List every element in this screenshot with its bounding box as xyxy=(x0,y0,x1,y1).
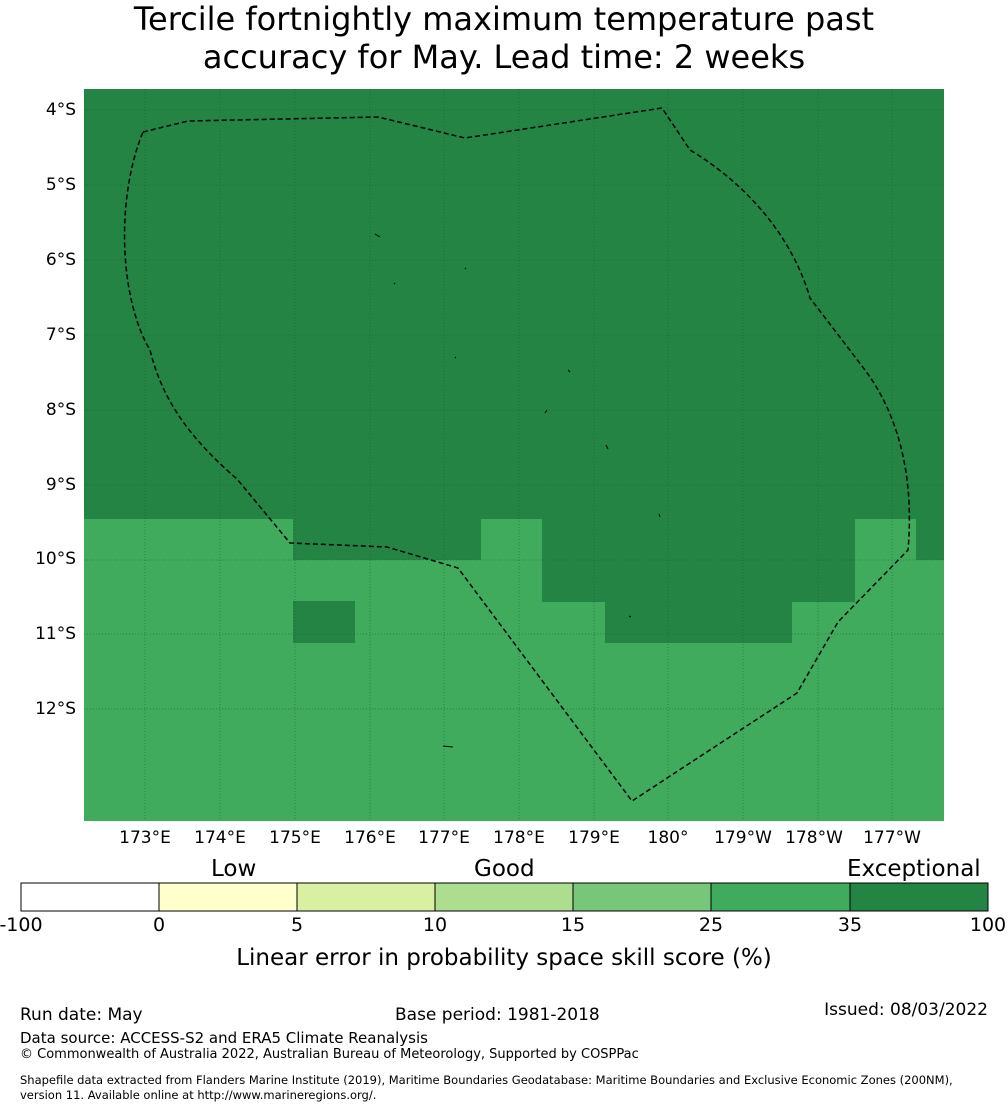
run-date: Run date: May xyxy=(20,1005,143,1025)
lon-label-179w: 179°W xyxy=(714,828,772,848)
lat-label-7s: 7°S xyxy=(45,325,76,345)
lon-label-178w: 178°W xyxy=(785,828,843,848)
gridlines xyxy=(84,89,944,821)
lon-label-180: 180° xyxy=(647,828,689,848)
colorbar-segment-2 xyxy=(158,882,298,912)
map-region-exceptional-row-10-5s-a xyxy=(542,559,855,602)
colorbar-label: Linear error in probability space skill … xyxy=(236,945,772,971)
lon-label-178e: 178°E xyxy=(493,828,545,848)
category-exceptional: Exceptional xyxy=(847,856,981,882)
colorbar-segment-5 xyxy=(572,882,712,912)
chart-title: Tercile fortnightly maximum temperature … xyxy=(0,0,1008,76)
map-region-exceptional-row-11s xyxy=(605,601,792,643)
map-region-exceptional-north xyxy=(84,89,944,519)
colorbar-segment-6 xyxy=(710,882,851,912)
colorbar-segment-1 xyxy=(20,882,160,912)
map-region-exceptional-row-10s-a xyxy=(293,518,481,560)
map-region-exceptional-row-10s-c xyxy=(916,518,944,560)
lon-label-173e: 173°E xyxy=(119,828,171,848)
colorbar xyxy=(20,882,989,912)
title-line-1: Tercile fortnightly maximum temperature … xyxy=(133,0,875,38)
lon-label-175e: 175°E xyxy=(269,828,321,848)
lat-label-6s: 6°S xyxy=(45,250,76,270)
lon-label-177e: 177°E xyxy=(418,828,470,848)
lat-label-10s: 10°S xyxy=(35,549,76,569)
shapefile-credit-line-2: version 11. Available online at http://w… xyxy=(20,1088,377,1102)
colorbar-tick-15: 15 xyxy=(560,914,586,936)
colorbar-tick-25: 25 xyxy=(698,914,724,936)
lon-label-177w: 177°W xyxy=(863,828,921,848)
data-source: Data source: ACCESS-S2 and ERA5 Climate … xyxy=(20,1029,428,1047)
colorbar-segment-3 xyxy=(296,882,436,912)
lon-label-176e: 176°E xyxy=(344,828,396,848)
map-region-exceptional-patch xyxy=(293,601,355,643)
islands xyxy=(374,233,661,748)
colorbar-tick-5: 5 xyxy=(290,914,304,936)
category-good: Good xyxy=(474,856,535,882)
colorbar-tick-35: 35 xyxy=(837,914,863,936)
lat-label-8s: 8°S xyxy=(45,400,76,420)
copyright: © Commonwealth of Australia 2022, Austra… xyxy=(20,1047,639,1062)
lat-label-9s: 9°S xyxy=(45,475,76,495)
colorbar-tick-100: 100 xyxy=(969,914,1007,936)
shapefile-credit-line-1: Shapefile data extracted from Flanders M… xyxy=(20,1073,953,1087)
lat-label-12s: 12°S xyxy=(35,699,76,719)
lon-label-174e: 174°E xyxy=(194,828,246,848)
map-region-exceptional-row-10s-b xyxy=(542,518,855,560)
colorbar-tick-minus100: -100 xyxy=(0,914,43,936)
base-period: Base period: 1981-2018 xyxy=(395,1005,600,1025)
colorbar-tick-0: 0 xyxy=(152,914,166,936)
lat-label-5s: 5°S xyxy=(45,175,76,195)
title-line-2: accuracy for May. Lead time: 2 weeks xyxy=(202,38,806,76)
colorbar-segment-7 xyxy=(849,882,989,912)
colorbar-segment-4 xyxy=(434,882,574,912)
eez-boundary xyxy=(123,107,911,803)
lat-label-11s: 11°S xyxy=(35,624,76,644)
colorbar-tick-10: 10 xyxy=(422,914,448,936)
lon-label-179e: 179°E xyxy=(568,828,620,848)
category-low: Low xyxy=(211,856,257,882)
lat-label-4s: 4°S xyxy=(45,100,76,120)
issued-date: Issued: 08/03/2022 xyxy=(824,1000,988,1020)
